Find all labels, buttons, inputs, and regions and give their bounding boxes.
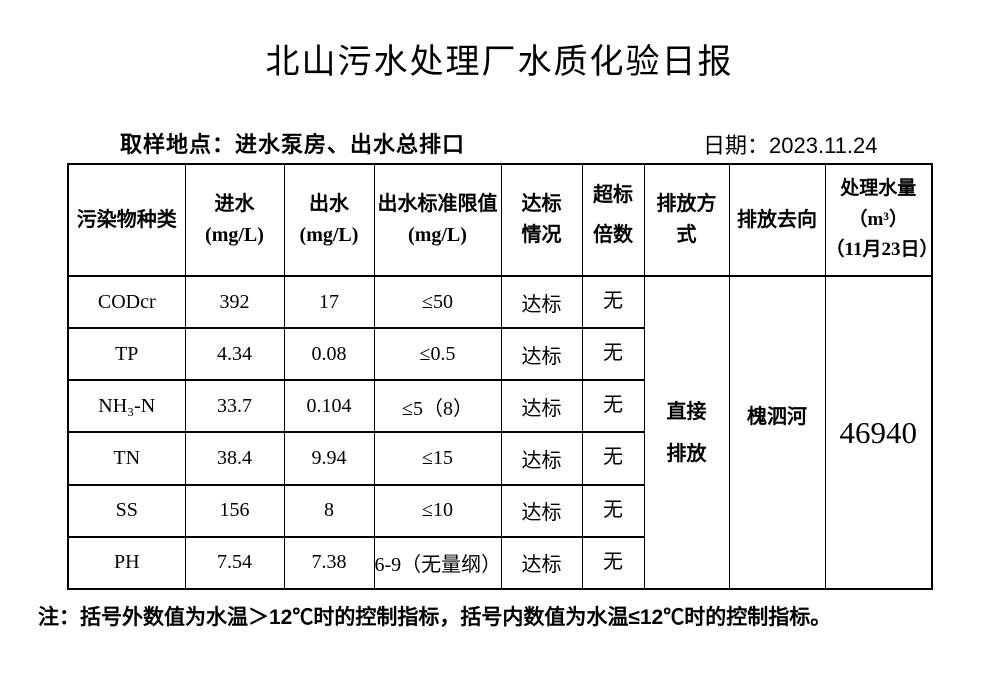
outflow-value: 7.38 [283, 535, 375, 591]
col-header-volume: 处理水量 （m³） （11月23日） [824, 163, 933, 277]
treated-volume-cell: 46940 [824, 275, 933, 590]
pollutant-name: TP [67, 327, 186, 382]
water-quality-table: 污染物种类 进水 (mg/L) 出水 (mg/L) 出水标准限值 (mg/L) … [67, 163, 933, 591]
pollutant-name: SS [67, 483, 186, 538]
table-row: TP 4.34 0.08 ≤0.5 达标 无 [67, 327, 932, 382]
pollutant-name: NH₃-N [67, 379, 186, 434]
status-value: 达标 [500, 535, 583, 591]
limit-value: ≤15 [373, 431, 502, 486]
status-value: 达标 [500, 431, 583, 486]
exceed-value: 无 [581, 483, 645, 538]
col-header-method: 排放方 式 [643, 163, 730, 277]
col-header-limit: 出水标准限值 (mg/L) [373, 163, 502, 277]
col-header-destination: 排放去向 [728, 163, 826, 277]
pollutant-name: PH [67, 535, 186, 591]
outflow-value: 0.08 [283, 327, 375, 382]
table-row: NH₃-N 33.7 0.104 ≤5（8） 达标 无 [67, 379, 932, 434]
inflow-value: 392 [184, 274, 285, 330]
limit-value: ≤50 [373, 274, 502, 330]
inflow-value: 7.54 [184, 535, 285, 591]
limit-value: ≤5（8） [373, 379, 502, 434]
discharge-destination-cell: 槐泗河 [728, 275, 826, 590]
status-value: 达标 [500, 327, 583, 382]
col-header-outflow: 出水 (mg/L) [283, 163, 375, 277]
col-header-inflow: 进水 (mg/L) [184, 163, 285, 277]
outflow-value: 0.104 [283, 379, 375, 434]
col-header-status: 达标 情况 [500, 163, 583, 277]
outflow-value: 17 [283, 274, 375, 330]
status-value: 达标 [500, 483, 583, 538]
exceed-value: 无 [581, 431, 645, 486]
table-row: PH 7.54 7.38 6-9（无量纲） 达标 无 [67, 535, 932, 591]
col-header-exceed: 超标 倍数 [581, 163, 645, 277]
status-value: 达标 [500, 274, 583, 330]
inflow-value: 156 [184, 483, 285, 538]
pollutant-name: CODcr [67, 274, 186, 330]
table-row: TN 38.4 9.94 ≤15 达标 无 [67, 431, 932, 486]
exceed-value: 无 [581, 327, 645, 382]
header-row: 污染物种类 进水 (mg/L) 出水 (mg/L) 出水标准限值 (mg/L) … [67, 163, 933, 277]
outflow-value: 9.94 [283, 431, 375, 486]
status-value: 达标 [500, 379, 583, 434]
inflow-value: 4.34 [184, 327, 285, 382]
exceed-value: 无 [581, 535, 645, 591]
pollutant-name: TN [67, 431, 186, 486]
limit-value: ≤0.5 [373, 327, 502, 382]
inflow-value: 38.4 [184, 431, 285, 486]
outflow-value: 8 [283, 483, 375, 538]
discharge-method-cell: 直接 排放 [643, 275, 730, 590]
sampling-location-label: 取样地点：进水泵房、出水总排口 [120, 132, 466, 157]
exceed-value: 无 [581, 379, 645, 434]
table-row: SS 156 8 ≤10 达标 无 [67, 483, 932, 538]
footnote: 注：括号外数值为水温＞12℃时的控制指标，括号内数值为水温≤12℃时的控制指标。 [38, 606, 832, 629]
limit-value: 6-9（无量纲） [373, 535, 502, 591]
col-header-pollutant: 污染物种类 [67, 163, 186, 277]
table-row: CODcr 392 17 ≤50 达标 无 直接 排放 槐泗河 46940 [67, 274, 933, 590]
inflow-value: 33.7 [184, 379, 285, 434]
exceed-value: 无 [581, 274, 645, 330]
page-title: 北山污水处理厂水质化验日报 [265, 44, 734, 81]
report-date-label: 日期：2023.11.24 [703, 133, 878, 158]
limit-value: ≤10 [373, 483, 502, 538]
